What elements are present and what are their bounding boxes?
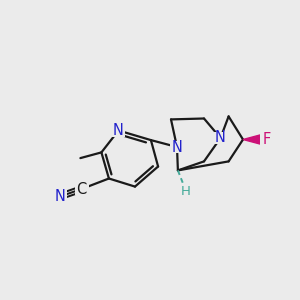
Text: N: N [172, 140, 182, 154]
Text: H: H [181, 184, 190, 198]
FancyBboxPatch shape [214, 132, 227, 144]
Text: N: N [113, 123, 124, 138]
FancyBboxPatch shape [178, 185, 192, 197]
Text: F: F [262, 132, 271, 147]
FancyBboxPatch shape [53, 190, 67, 203]
Polygon shape [243, 135, 261, 144]
Text: N: N [55, 189, 65, 204]
FancyBboxPatch shape [75, 183, 88, 195]
FancyBboxPatch shape [170, 141, 184, 153]
Text: C: C [76, 182, 87, 196]
FancyBboxPatch shape [260, 133, 273, 146]
Text: N: N [215, 130, 226, 146]
FancyBboxPatch shape [112, 124, 125, 137]
